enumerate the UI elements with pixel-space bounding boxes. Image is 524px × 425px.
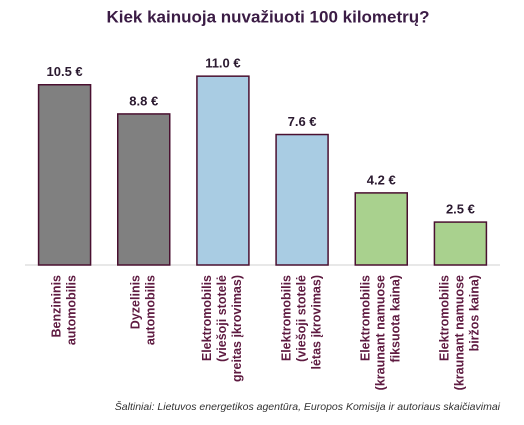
value-label: 4.2 € bbox=[367, 172, 396, 187]
value-label: 7.6 € bbox=[288, 114, 317, 129]
bar bbox=[354, 192, 408, 266]
bar bbox=[37, 84, 92, 266]
x-tick-label: biržos kaina) bbox=[468, 275, 482, 351]
x-tick-label: Elektromobilis bbox=[438, 275, 452, 361]
value-label: 8.8 € bbox=[129, 93, 158, 108]
x-tick-label: greitas įkrovimas) bbox=[230, 275, 244, 382]
x-tick-label: fiksuota kaina) bbox=[389, 275, 403, 363]
x-tick-label: lėtas įkrovimas) bbox=[309, 275, 323, 370]
x-tick-label: (kraunant namuose bbox=[453, 275, 467, 390]
x-tick-label: automobilis bbox=[144, 275, 158, 345]
value-label: 2.5 € bbox=[446, 202, 475, 217]
x-tick-label: automobilis bbox=[64, 275, 78, 345]
bar bbox=[433, 221, 488, 266]
x-tick-label: Benzininis bbox=[49, 275, 63, 338]
value-label: 11.0 € bbox=[205, 56, 240, 71]
value-label: 10.5 € bbox=[47, 64, 83, 79]
bar bbox=[196, 75, 250, 266]
x-tick-label: (viešoji stotelė bbox=[294, 275, 308, 362]
bar bbox=[117, 113, 171, 266]
x-tick-label: Elektromobilis bbox=[279, 275, 293, 361]
x-tick-label: (viešoji stotelė bbox=[215, 275, 229, 362]
x-tick-label: (kraunant namuose bbox=[374, 275, 388, 390]
source-note: Šaltiniai: Lietuvos energetikos agentūra… bbox=[115, 400, 501, 413]
x-tick-label: Elektromobilis bbox=[200, 275, 214, 361]
x-tick-label: Dyzelinis bbox=[129, 275, 143, 329]
chart-title: Kiek kainuoja nuvažiuoti 100 kilometrų? bbox=[106, 7, 429, 26]
bar bbox=[275, 133, 329, 266]
x-tick-label: Elektromobilis bbox=[359, 275, 373, 361]
